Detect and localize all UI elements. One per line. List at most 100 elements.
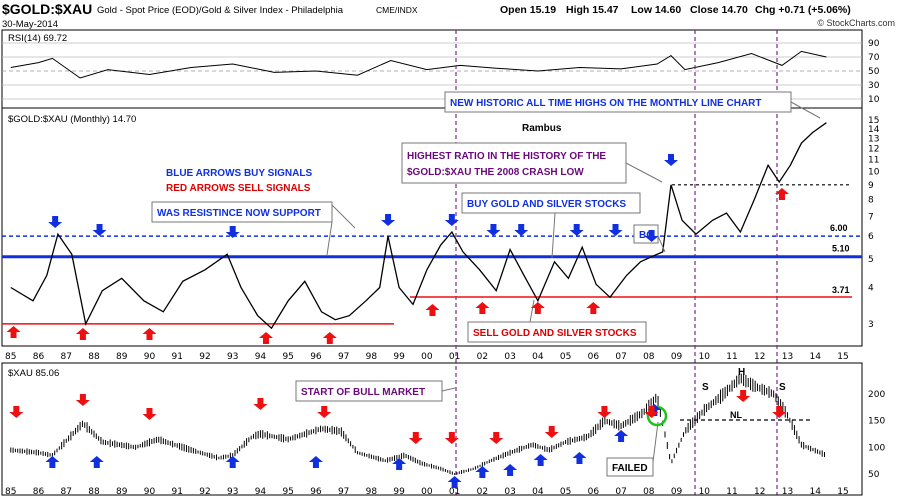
xau-x-tick-label: 85 xyxy=(5,487,16,497)
xau-x-tick-label: 06 xyxy=(588,487,600,497)
main-tick-label: 11 xyxy=(868,155,879,165)
xau-buy-arrow xyxy=(533,454,548,466)
sell-arrow xyxy=(530,302,545,314)
xau-label-nl: NL xyxy=(730,410,742,420)
buy-arrow xyxy=(644,230,659,242)
main-x-tick-label: 01 xyxy=(449,352,460,362)
xau-tick-label: 100 xyxy=(868,443,885,453)
main-tick-label: 14 xyxy=(868,125,880,135)
xau-buy-arrow xyxy=(45,456,60,468)
main-tick-label: 12 xyxy=(868,144,879,154)
main-x-tick-label: 13 xyxy=(782,352,793,362)
rsi-tick-label: 70 xyxy=(868,53,880,63)
xau-buy-arrow xyxy=(475,466,490,478)
xau-x-tick-label: 90 xyxy=(144,487,156,497)
xau-x-tick-label: 00 xyxy=(421,487,433,497)
ann-failed-box: FAILED xyxy=(606,421,659,477)
main-x-tick-label: 93 xyxy=(227,352,238,362)
xau-price-bars xyxy=(10,373,826,475)
main-tick-label: 7 xyxy=(868,213,874,223)
xau-sell-arrow xyxy=(597,406,612,418)
rsi-tick-label: 90 xyxy=(868,39,880,49)
ann-buy-stocks-box: BUY GOLD AND SILVER STOCKS xyxy=(461,192,641,259)
ratio-series-line xyxy=(10,122,827,330)
xau-x-tick-label: 03 xyxy=(504,487,515,497)
main-signal-arrows xyxy=(6,154,789,344)
buy-arrow xyxy=(444,214,459,226)
xau-x-tick-label: 91 xyxy=(171,487,182,497)
ann-blue-arrows: BLUE ARROWS BUY SIGNALS xyxy=(166,168,312,179)
main-x-tick-label: 89 xyxy=(116,352,128,362)
xau-x-tick-label: 92 xyxy=(199,487,210,497)
ann-resistance-box: WAS RESISTINCE NOW SUPPORT xyxy=(151,201,356,256)
xau-x-tick-label: 15 xyxy=(837,487,848,497)
main-x-tick-label: 09 xyxy=(671,352,683,362)
ann-new-highs-box: NEW HISTORIC ALL TIME HIGHS ON THE MONTH… xyxy=(444,91,821,119)
xau-x-tick-label: 88 xyxy=(88,487,100,497)
xau-buy-arrow xyxy=(392,458,407,470)
xau-sell-arrow xyxy=(253,398,268,410)
xau-x-tick-label: 86 xyxy=(33,487,45,497)
buy-arrow xyxy=(92,224,107,236)
xau-x-tick-label: 01 xyxy=(449,487,460,497)
sell-arrow xyxy=(774,188,789,200)
xau-x-tick-label: 04 xyxy=(532,487,544,497)
rsi-label: RSI(14) 69.72 xyxy=(8,33,67,44)
main-panel-label: $GOLD:$XAU (Monthly) 14.70 xyxy=(8,114,136,125)
xau-x-tick-label: 09 xyxy=(671,487,683,497)
main-x-tick-label: 90 xyxy=(144,352,156,362)
xau-x-tick-label: 95 xyxy=(282,487,293,497)
main-x-tick-label: 07 xyxy=(615,352,626,362)
xau-x-tick-label: 11 xyxy=(726,487,737,497)
xau-panel-label: $XAU 85.06 xyxy=(8,368,59,379)
main-panel xyxy=(1,107,863,347)
svg-text:HIGHEST RATIO IN THE HISTORY O: HIGHEST RATIO IN THE HISTORY OF THE xyxy=(407,151,606,162)
ann-red-arrows: RED ARROWS SELL SIGNALS xyxy=(166,183,311,194)
change-value: Chg +0.71 (+5.06%) xyxy=(755,4,851,16)
main-tick-label: 9 xyxy=(868,181,874,191)
xau-buy-arrow xyxy=(503,464,518,476)
xau-x-tick-label: 87 xyxy=(61,487,72,497)
level-label-3-71: 3.71 xyxy=(832,285,850,295)
xau-buy-arrow xyxy=(225,456,240,468)
stockcharts-credit: © StockCharts.com xyxy=(817,18,895,28)
xau-label-s1: S xyxy=(702,382,709,393)
rsi-tick-label: 30 xyxy=(868,81,880,91)
sell-arrow xyxy=(258,332,273,344)
buy-arrow xyxy=(486,224,501,236)
level-label-5-10: 5.10 xyxy=(832,244,850,254)
author-label: Rambus xyxy=(522,123,562,134)
svg-text:FAILED: FAILED xyxy=(612,463,648,474)
main-x-tick-label: 10 xyxy=(699,352,711,362)
rsi-tick-label: 50 xyxy=(868,67,880,77)
xau-sell-arrow xyxy=(772,406,787,418)
main-tick-label: 6 xyxy=(868,232,874,242)
xau-sell-arrow xyxy=(489,432,504,444)
buy-arrow xyxy=(48,216,63,228)
main-x-tick-label: 99 xyxy=(393,352,405,362)
svg-text:$GOLD:$XAU THE 2008 CRASH LOW: $GOLD:$XAU THE 2008 CRASH LOW xyxy=(407,167,584,178)
xau-x-tick-label: 08 xyxy=(643,487,655,497)
xau-x-axis: 85 86 87 88 89 90 91 92 93 94 95 96 97 98 99 00 01 02 03 04… xyxy=(5,487,849,497)
svg-text:START OF BULL MARKET: START OF BULL MARKET xyxy=(301,387,425,398)
main-x-tick-label: 06 xyxy=(588,352,600,362)
xau-x-tick-label: 94 xyxy=(255,487,267,497)
xau-label-s2: S xyxy=(779,382,786,393)
xau-x-tick-label: 99 xyxy=(393,487,405,497)
main-x-tick-label: 14 xyxy=(810,352,822,362)
xau-x-tick-label: 14 xyxy=(810,487,822,497)
main-tick-label: 5 xyxy=(868,255,874,265)
xau-x-tick-label: 97 xyxy=(338,487,349,497)
level-label-6: 6.00 xyxy=(830,223,848,233)
xau-sell-arrow xyxy=(9,406,24,418)
main-x-tick-label: 86 xyxy=(33,352,45,362)
main-x-tick-label: 85 xyxy=(5,352,16,362)
xau-buy-arrow xyxy=(308,456,323,468)
svg-text:BUY GOLD AND SILVER STOCKS: BUY GOLD AND SILVER STOCKS xyxy=(467,199,626,210)
xau-x-tick-label: 98 xyxy=(366,487,378,497)
sell-arrow xyxy=(6,326,21,338)
main-x-tick-label: 00 xyxy=(421,352,433,362)
xau-sell-arrow xyxy=(544,426,559,438)
buy-arrow xyxy=(608,224,623,236)
xau-signal-arrows xyxy=(9,390,787,488)
